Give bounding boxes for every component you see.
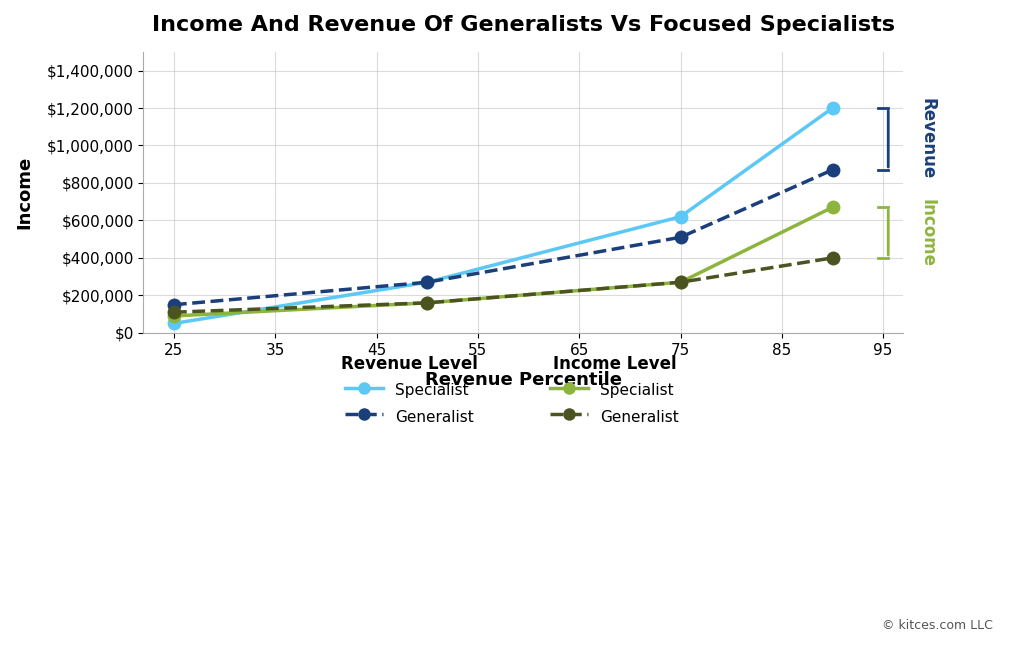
X-axis label: Revenue Percentile: Revenue Percentile <box>425 372 622 390</box>
Legend: Specialist, Generalist: Specialist, Generalist <box>544 349 685 432</box>
Title: Income And Revenue Of Generalists Vs Focused Specialists: Income And Revenue Of Generalists Vs Foc… <box>152 15 895 35</box>
Y-axis label: Income: Income <box>15 155 33 229</box>
Text: Income: Income <box>919 199 937 266</box>
Text: © kitces.com LLC: © kitces.com LLC <box>883 619 993 632</box>
Text: Revenue: Revenue <box>919 98 937 179</box>
